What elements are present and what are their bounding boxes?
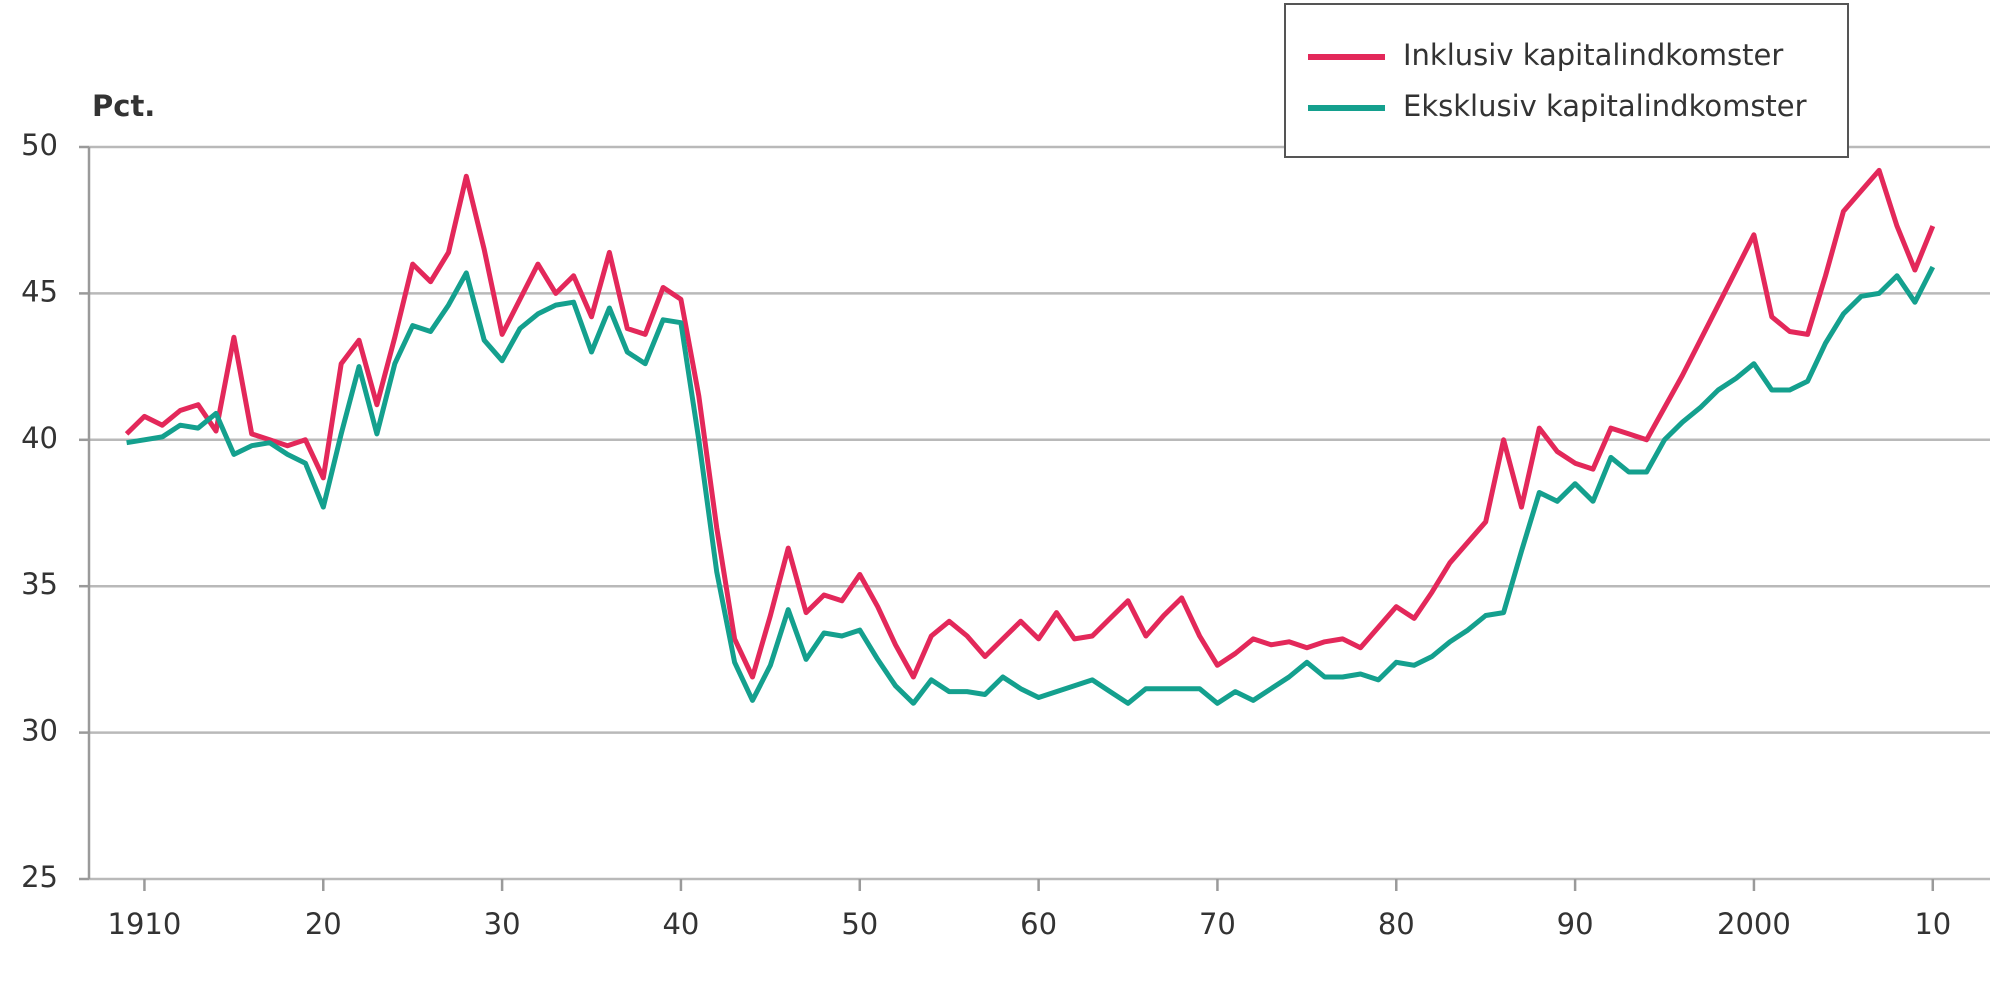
y-tick-label: 30 [21,714,58,748]
y-axis-label: Pct. [92,89,155,123]
y-tick-label: 25 [21,860,58,894]
x-tick-label: 70 [1199,907,1236,941]
x-tick-label: 10 [1914,907,1951,941]
y-tick-label: 45 [21,274,58,308]
x-tick-label: 20 [305,907,342,941]
y-tick-label: 50 [21,128,58,162]
legend-label: Eksklusiv kapitalindkomster [1403,89,1807,123]
x-tick-label: 2000 [1717,907,1791,941]
x-tick-label: 1910 [108,907,182,941]
data-line [124,167,1936,680]
x-tick-label: 30 [484,907,521,941]
x-tick-label: 90 [1557,907,1594,941]
legend-label: Inklusiv kapitalindkomster [1403,38,1783,72]
legend: Inklusiv kapitalindkomster Eksklusiv kapi… [1284,3,1849,158]
x-tick-label: 50 [841,907,878,941]
y-tick-label: 35 [21,567,58,601]
x-tick-label: 40 [662,907,699,941]
y-tick-label: 40 [21,421,58,455]
legend-box [1284,3,1849,158]
x-tick-label: 80 [1378,907,1415,941]
x-tick-label: 60 [1020,907,1057,941]
data-line [126,265,1936,706]
